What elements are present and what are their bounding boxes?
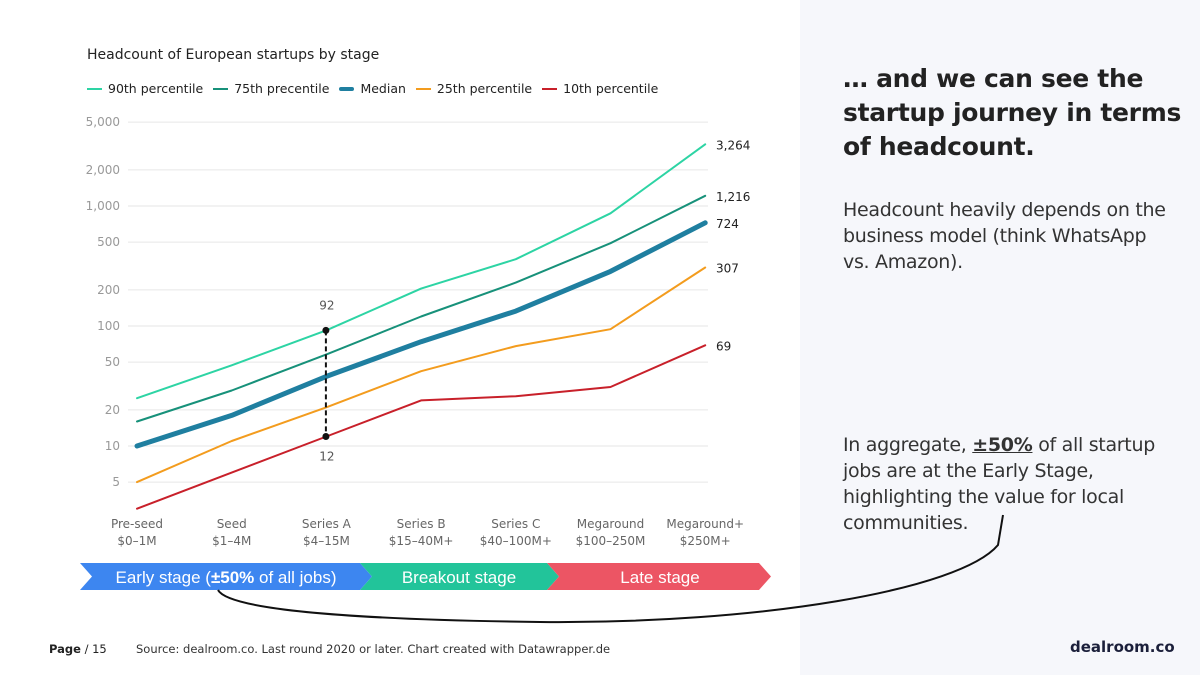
x-category-name: Pre-seed <box>111 517 163 531</box>
paragraph-business-model: Headcount heavily depends on the busines… <box>843 199 1166 273</box>
legend-swatch <box>213 87 229 90</box>
legend-swatch <box>87 87 102 90</box>
x-category-range: $15–40M+ <box>389 534 454 548</box>
stage-early-label: Early stage (±50% of all jobs) <box>116 568 337 587</box>
legend-label: 75th precentile <box>234 81 330 96</box>
legend-item: 75th precentile <box>213 81 329 96</box>
x-category-range: $0–1M <box>117 534 156 548</box>
series-line <box>136 266 707 484</box>
annotation-label-top: 92 <box>319 298 334 312</box>
stage-early <box>80 563 372 590</box>
legend-item: 90th percentile <box>87 81 203 96</box>
y-tick-label: 500 <box>97 235 120 249</box>
right-panel <box>800 0 1200 675</box>
legend-swatch <box>339 86 355 91</box>
y-tick-label: 1,000 <box>86 199 120 213</box>
end-value-label: 724 <box>716 217 739 231</box>
x-category-range: $1–4M <box>212 534 251 548</box>
x-category-range: $100–250M <box>576 534 646 548</box>
headline: … and we can see the startup journey in … <box>843 64 1182 161</box>
x-category-range: $40–100M+ <box>480 534 552 548</box>
chart-title: Headcount of European startups by stage <box>87 47 380 63</box>
series-line <box>136 344 707 510</box>
chart-legend: 90th percentile 75th precentile Median 2… <box>87 81 658 96</box>
legend-label: 25th percentile <box>436 81 533 96</box>
series-line <box>134 220 708 449</box>
y-tick-label: 10 <box>105 439 120 453</box>
x-category-name: Seed <box>217 517 247 531</box>
legend-item: Median <box>339 81 406 96</box>
y-tick-label: 2,000 <box>86 163 120 177</box>
end-value-label: 1,216 <box>716 190 750 204</box>
legend-swatch <box>542 87 558 90</box>
page-indicator: Page / 15 <box>49 642 107 656</box>
x-category-range: $250M+ <box>680 534 731 548</box>
legend-label: 10th percentile <box>563 81 659 96</box>
stage-breakout-label: Breakout stage <box>402 568 516 587</box>
x-category-name: Series C <box>491 517 540 531</box>
annotation-dot-top <box>322 326 330 334</box>
y-tick-label: 5,000 <box>86 115 120 129</box>
y-tick-label: 5 <box>112 475 120 489</box>
x-category-name: Series B <box>397 517 446 531</box>
legend-item: 25th percentile <box>415 81 533 96</box>
range-annotation: 92 12 <box>319 298 334 463</box>
x-axis-categories: Pre-seed $0–1M Seed $1–4M Series A $4–15M Seri… <box>111 517 744 548</box>
annotation-label-bottom: 12 <box>319 449 334 463</box>
series-line <box>136 143 707 400</box>
x-category-name: Series A <box>302 517 352 531</box>
y-axis-ticks: 5,000 2,000 1,000 500 200 100 50 20 10 5 <box>86 115 120 489</box>
stage-late <box>547 563 771 590</box>
highlight-percent: ±50% <box>972 434 1033 456</box>
x-category-range: $4–15M <box>303 534 350 548</box>
legend-swatch <box>415 87 431 90</box>
series-line <box>136 194 707 423</box>
source-note: Source: dealroom.co. Last round 2020 or … <box>136 642 611 656</box>
paragraph-early-stage: In aggregate, ±50% of all startup jobs a… <box>843 434 1155 534</box>
stage-late-label: Late stage <box>620 568 699 587</box>
series-lines <box>134 143 708 510</box>
end-labels: 3,264 1,216 724 307 69 <box>716 138 750 353</box>
legend-label: 90th percentile <box>108 81 204 96</box>
x-category-name: Megaround <box>577 517 645 531</box>
x-category-name: Megaround+ <box>666 517 744 531</box>
brand-logo: dealroom.co <box>1070 638 1175 656</box>
legend-label: Median <box>360 81 406 96</box>
y-tick-label: 20 <box>105 403 120 417</box>
legend-item: 10th percentile <box>542 81 658 96</box>
stage-breakout <box>360 563 559 590</box>
y-tick-label: 50 <box>105 355 120 369</box>
grid-lines <box>128 121 708 483</box>
end-value-label: 3,264 <box>716 138 750 152</box>
annotation-dot-bottom <box>322 432 330 440</box>
stage-banner: Early stage (±50% of all jobs) Breakout … <box>80 563 771 590</box>
connector-curve <box>217 514 1004 624</box>
y-tick-label: 200 <box>97 283 120 297</box>
end-value-label: 69 <box>716 339 731 353</box>
y-tick-label: 100 <box>97 319 120 333</box>
end-value-label: 307 <box>716 262 739 276</box>
